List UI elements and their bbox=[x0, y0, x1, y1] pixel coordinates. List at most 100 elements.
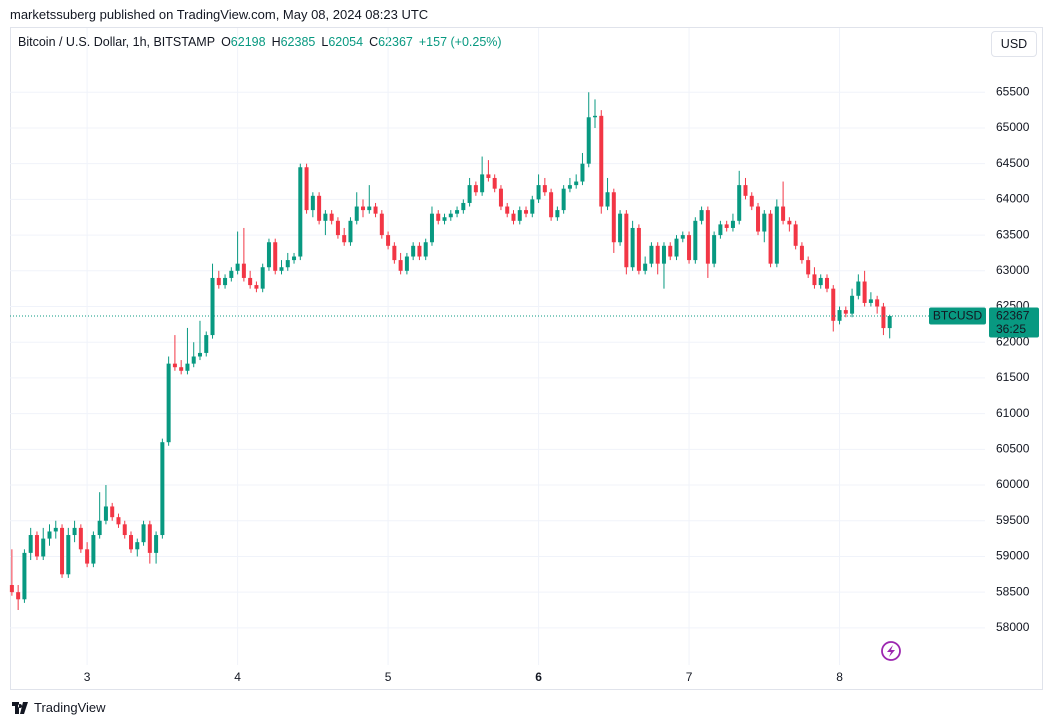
y-tick-label: 60500 bbox=[996, 442, 1030, 456]
candle-body bbox=[799, 245, 804, 261]
ohlc-value: 62198 bbox=[230, 35, 266, 49]
candle-body bbox=[549, 192, 554, 218]
candle-body bbox=[323, 213, 328, 221]
candle-body bbox=[724, 224, 729, 228]
brand-name: TradingView bbox=[34, 700, 106, 715]
ohlc-letter: C bbox=[369, 35, 379, 49]
candle-body bbox=[743, 185, 748, 196]
candle-body bbox=[787, 220, 792, 225]
candle-body bbox=[367, 206, 372, 211]
candle-body bbox=[166, 363, 171, 443]
candle-body bbox=[417, 245, 422, 257]
symbol-title: Bitcoin / U.S. Dollar, 1h, BITSTAMP bbox=[18, 35, 216, 49]
candle-body bbox=[555, 210, 560, 218]
candle-body bbox=[455, 210, 460, 214]
candle-body bbox=[768, 213, 773, 264]
y-tick-label: 63000 bbox=[996, 263, 1030, 277]
ohlc-value: 62367 bbox=[378, 35, 413, 49]
candle-body bbox=[756, 206, 761, 232]
candle-body bbox=[843, 310, 848, 314]
candle-body bbox=[266, 242, 271, 268]
candle-body bbox=[762, 213, 767, 232]
y-tick-label: 59500 bbox=[996, 513, 1030, 527]
candle-body bbox=[91, 535, 96, 564]
candle-body bbox=[235, 263, 240, 271]
candle-body bbox=[147, 524, 152, 553]
candle-body bbox=[636, 227, 641, 271]
candle-body bbox=[687, 235, 692, 261]
candle-body bbox=[411, 245, 416, 257]
candle-body bbox=[9, 585, 14, 593]
candle-body bbox=[66, 535, 71, 575]
brand: TradingView bbox=[12, 700, 106, 715]
y-tick-label: 65500 bbox=[996, 84, 1030, 98]
candle-body bbox=[530, 199, 535, 214]
y-tick-label: 64500 bbox=[996, 156, 1030, 170]
x-tick-label: 5 bbox=[385, 670, 392, 684]
candle-body bbox=[97, 520, 102, 536]
x-tick-label: 8 bbox=[836, 670, 843, 684]
candle-body bbox=[774, 206, 779, 264]
candle-body bbox=[122, 524, 127, 536]
candle-body bbox=[837, 310, 842, 321]
currency-button[interactable]: USD bbox=[991, 31, 1037, 57]
candle-body bbox=[179, 367, 184, 371]
candle-body bbox=[423, 242, 428, 257]
candle-body bbox=[197, 352, 202, 357]
y-tick-label: 59000 bbox=[996, 549, 1030, 563]
candle-body bbox=[593, 115, 597, 118]
candle-body bbox=[329, 213, 334, 221]
candle-body bbox=[674, 238, 679, 257]
candle-body bbox=[260, 267, 265, 289]
candle-body bbox=[712, 235, 717, 264]
candles bbox=[9, 92, 892, 611]
candle-body bbox=[486, 174, 491, 178]
candle-body bbox=[279, 267, 284, 271]
candle-body bbox=[373, 206, 378, 214]
candle-body bbox=[404, 256, 409, 271]
candle-body bbox=[47, 531, 52, 539]
candle-body bbox=[72, 527, 77, 536]
candle-body bbox=[881, 306, 886, 329]
chart-frame bbox=[10, 27, 1043, 690]
candle-body bbox=[668, 245, 673, 257]
candle-body bbox=[875, 299, 880, 307]
candle-body bbox=[574, 181, 579, 186]
candle-body bbox=[586, 117, 591, 164]
candle-body bbox=[730, 220, 735, 228]
candle-body bbox=[887, 316, 892, 329]
candle-body bbox=[210, 277, 215, 336]
legend: Bitcoin / U.S. Dollar, 1h, BITSTAMP O 621… bbox=[18, 35, 502, 49]
candle-body bbox=[34, 535, 39, 557]
candle-body bbox=[386, 235, 391, 246]
candle-body bbox=[292, 256, 297, 261]
candle-body bbox=[191, 356, 196, 364]
candle-body bbox=[599, 115, 604, 207]
symbol-tag-label: BTCUSD bbox=[933, 309, 983, 323]
candle-body bbox=[285, 260, 290, 268]
candle-body bbox=[542, 185, 547, 193]
candle-body bbox=[273, 242, 278, 271]
candle-body bbox=[856, 281, 861, 296]
candle-body bbox=[831, 288, 836, 321]
symbol-tag bbox=[929, 307, 986, 325]
y-tick-label: 63500 bbox=[996, 227, 1030, 241]
candle-body bbox=[605, 192, 610, 207]
candle-body bbox=[473, 185, 478, 193]
candle-body bbox=[304, 167, 309, 211]
ohlc-letter: L bbox=[321, 35, 329, 49]
candle-body bbox=[850, 295, 855, 314]
y-tick-label: 58500 bbox=[996, 584, 1030, 598]
candle-body bbox=[511, 213, 516, 221]
candle-body bbox=[806, 260, 811, 275]
candle-body bbox=[480, 174, 485, 193]
ohlc-value: 62054 bbox=[328, 35, 364, 49]
candle-body bbox=[16, 592, 21, 600]
candle-body bbox=[223, 277, 228, 286]
candle-body bbox=[241, 263, 246, 278]
y-tick-label: 61000 bbox=[996, 406, 1030, 420]
lightning-icon[interactable] bbox=[881, 641, 901, 661]
candle-body bbox=[705, 210, 710, 264]
